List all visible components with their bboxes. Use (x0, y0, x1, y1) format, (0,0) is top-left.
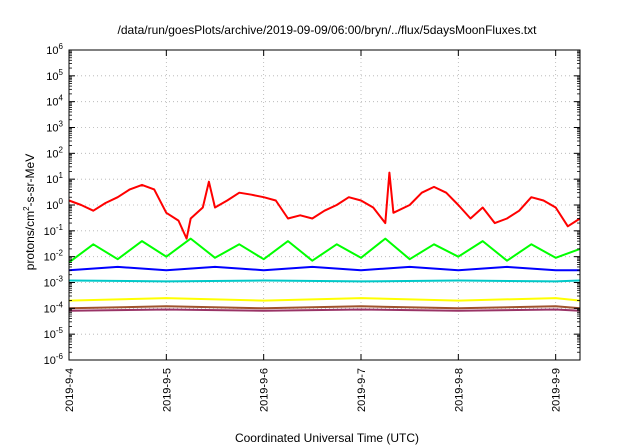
y-tick-label: 100 (46, 197, 63, 212)
y-tick-label: 101 (46, 171, 63, 186)
y-axis-label-base: protons/cm (23, 211, 37, 270)
y-tick-label: 10-2 (44, 249, 64, 264)
y-tick-label: 103 (46, 120, 63, 135)
x-tick-label: 2019-9-6 (259, 368, 271, 412)
series-line-5 (68, 297, 581, 302)
series-line-6 (68, 305, 581, 310)
series-line-2 (68, 237, 581, 264)
y-axis-label-units: -s-sr-MeV (23, 154, 37, 207)
y-tick-label: 10-4 (44, 300, 64, 315)
y-tick-label: 10-3 (44, 275, 64, 290)
series-line-4 (68, 279, 581, 283)
y-tick-label: 10-5 (44, 326, 64, 341)
chart-title: /data/run/goesPlots/archive/2019-09-09/0… (118, 23, 538, 37)
x-tick-label: 2019-9-7 (356, 368, 368, 412)
y-tick-label: 104 (46, 94, 63, 109)
y-axis-label: protons/cm2-s-sr-MeV (22, 154, 37, 270)
x-tick-label: 2019-9-8 (453, 368, 465, 412)
y-axis-label-superscript: 2 (22, 206, 31, 211)
grid-lines (69, 50, 580, 360)
x-axis-ticks: 2019-9-4 2019-9-5 2019-9-6 2019-9-7 2019-9-8… (64, 50, 563, 412)
y-tick-label: 10-6 (44, 352, 64, 367)
y-axis-ticks: 10-6 10-5 10-4 10-3 10-2 10-1 100 101 102 103 104 1… (44, 42, 580, 367)
x-axis-label: Coordinated Universal Time (UTC) (235, 431, 419, 445)
y-tick-label: 102 (46, 145, 63, 160)
y-tick-label: 106 (46, 42, 63, 57)
data-series (68, 171, 581, 312)
x-tick-label: 2019-9-5 (161, 368, 173, 412)
series-line-7 (68, 308, 581, 312)
y-tick-label: 105 (46, 68, 63, 83)
x-tick-label: 2019-9-9 (551, 368, 563, 412)
series-line-1 (68, 171, 581, 240)
x-tick-label: 2019-9-4 (64, 368, 76, 412)
y-tick-label: 10-1 (44, 223, 64, 238)
series-line-3 (68, 265, 580, 272)
